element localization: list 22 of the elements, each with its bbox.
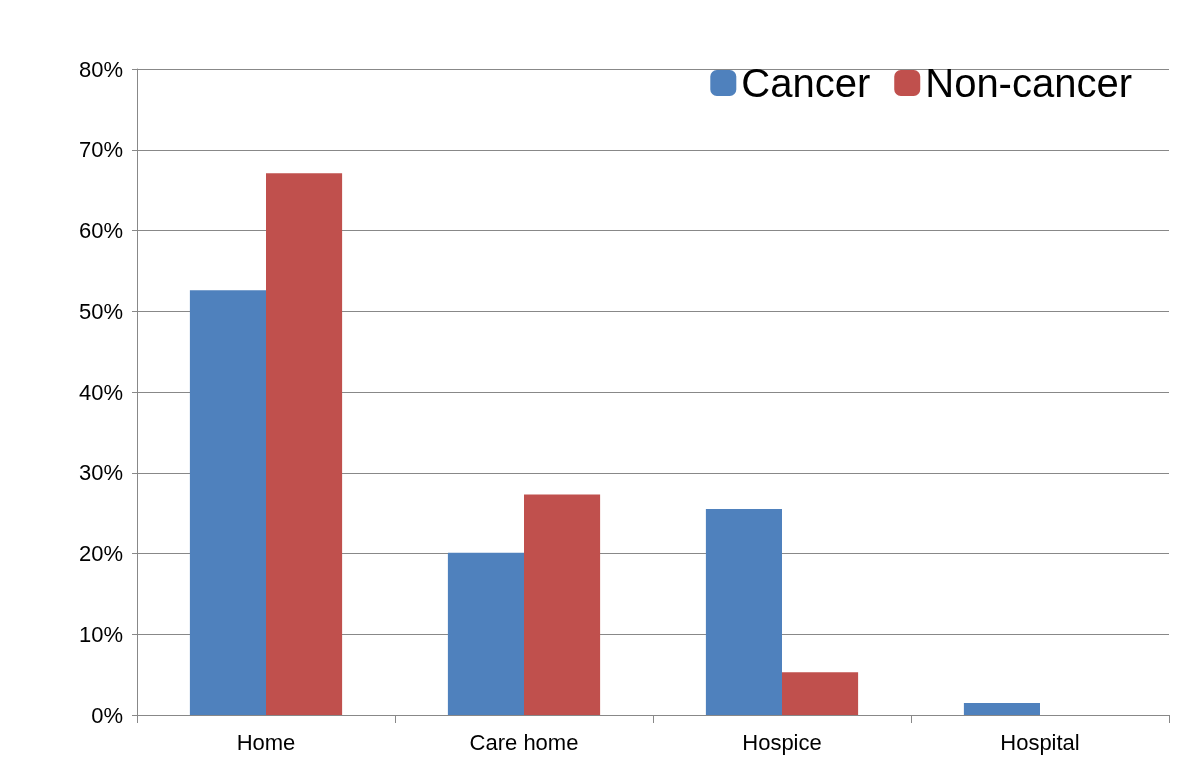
y-tick-label: 30% — [78, 460, 123, 486]
bar — [705, 509, 782, 715]
bar — [189, 290, 266, 715]
bar — [447, 552, 524, 715]
y-tick-label: 80% — [78, 56, 123, 82]
y-tick-label: 20% — [78, 541, 123, 566]
y-tick-label: 70% — [78, 137, 123, 163]
y-tick-label: 40% — [78, 379, 123, 405]
x-tick-label: Hospital — [1000, 729, 1080, 755]
x-tick-label: Home — [236, 729, 296, 755]
bar — [963, 702, 1040, 715]
y-tick-label: 0% — [91, 702, 123, 728]
legend-label: Cancer — [741, 61, 871, 105]
y-tick-label: 60% — [78, 218, 123, 243]
y-tick-label: 50% — [78, 298, 123, 324]
x-tick-label: Hospice — [742, 729, 822, 755]
y-tick-label: 10% — [78, 621, 123, 647]
bar — [266, 173, 343, 715]
x-tick-label: Care home — [469, 729, 579, 755]
bar — [782, 672, 859, 715]
legend-label: Non-cancer — [925, 61, 1133, 105]
bar — [524, 494, 601, 715]
